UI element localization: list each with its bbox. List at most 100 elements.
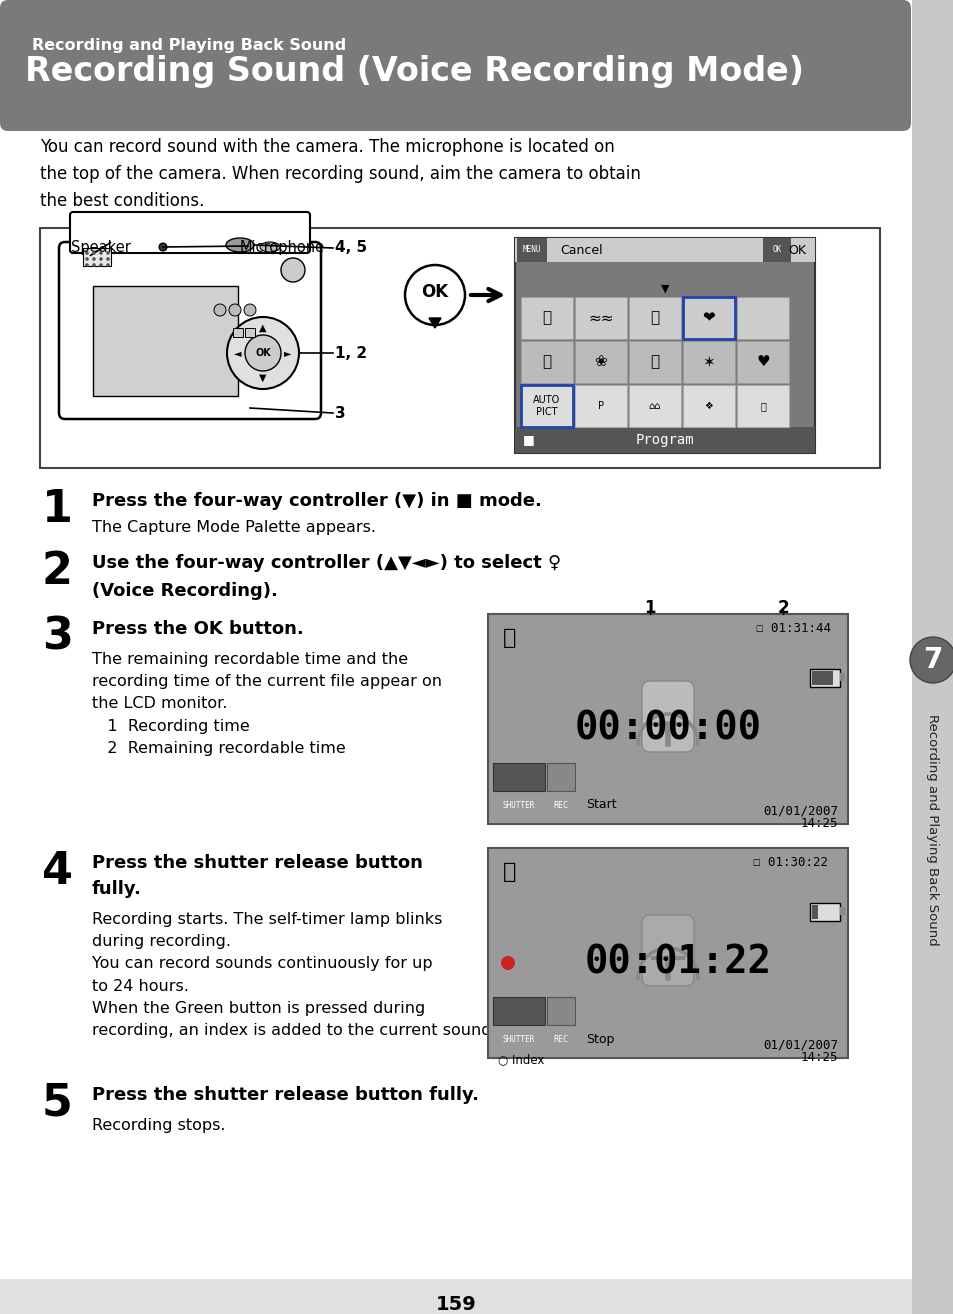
Bar — [682, 297, 734, 339]
Text: 4, 5: 4, 5 — [335, 240, 367, 255]
Circle shape — [213, 304, 226, 315]
Bar — [682, 385, 734, 427]
Bar — [840, 907, 844, 915]
Bar — [83, 248, 111, 265]
Bar — [520, 342, 573, 382]
Text: fully.: fully. — [91, 880, 142, 897]
Polygon shape — [429, 318, 440, 328]
Text: 01/01/2007: 01/01/2007 — [762, 1038, 837, 1051]
Text: Recording and Playing Back Sound: Recording and Playing Back Sound — [925, 714, 939, 946]
Text: The remaining recordable time and the
recording time of the current file appear : The remaining recordable time and the re… — [91, 652, 441, 756]
Text: Use the four-way controller (▲▼◄►) to select ♀: Use the four-way controller (▲▼◄►) to se… — [91, 555, 560, 572]
Text: 14:25: 14:25 — [800, 1051, 837, 1064]
Text: ▲: ▲ — [259, 323, 267, 332]
Text: P: P — [598, 401, 603, 411]
Text: Microphone: Microphone — [240, 240, 325, 255]
Text: OK: OK — [421, 283, 448, 301]
Text: Recording starts. The self-timer lamp blinks
during recording.
You can record so: Recording starts. The self-timer lamp bl… — [91, 912, 526, 1038]
Text: Cancel: Cancel — [559, 243, 602, 256]
Bar — [515, 238, 814, 261]
Text: Speaker: Speaker — [71, 240, 131, 255]
Text: Recording Sound (Voice Recording Mode): Recording Sound (Voice Recording Mode) — [25, 55, 803, 88]
Circle shape — [85, 251, 89, 255]
Text: 👤: 👤 — [542, 310, 551, 326]
Text: MENU: MENU — [522, 246, 540, 255]
Ellipse shape — [260, 242, 280, 252]
Text: 01/01/2007: 01/01/2007 — [762, 804, 837, 817]
Text: ►: ► — [284, 348, 292, 357]
Text: ⛰: ⛰ — [542, 355, 551, 369]
Text: ▼: ▼ — [660, 284, 669, 294]
Text: 00:00:00: 00:00:00 — [574, 710, 760, 748]
Text: ☐ 01:30:22: ☐ 01:30:22 — [752, 855, 827, 869]
Text: 14:25: 14:25 — [800, 817, 837, 830]
Text: 🎤: 🎤 — [760, 401, 765, 411]
Circle shape — [99, 251, 103, 255]
Bar — [840, 673, 844, 681]
Bar — [762, 238, 790, 261]
Bar — [811, 671, 832, 685]
Ellipse shape — [226, 238, 253, 252]
Text: OK: OK — [772, 246, 781, 255]
Text: 1: 1 — [42, 487, 73, 531]
Text: 🎤: 🎤 — [503, 862, 517, 882]
Text: ✶: ✶ — [702, 355, 715, 369]
Circle shape — [99, 263, 103, 267]
Bar — [517, 238, 546, 261]
Text: ⌂⌂: ⌂⌂ — [648, 401, 660, 411]
Text: Recording stops.: Recording stops. — [91, 1118, 225, 1133]
Bar — [628, 385, 680, 427]
Text: Press the shutter release button fully.: Press the shutter release button fully. — [91, 1085, 478, 1104]
Text: Start: Start — [585, 799, 616, 812]
Circle shape — [106, 258, 110, 260]
Bar — [911, 0, 953, 1314]
FancyBboxPatch shape — [0, 0, 910, 131]
Bar — [515, 238, 814, 453]
Circle shape — [244, 304, 255, 315]
Text: Press the four-way controller (▼) in ■ mode.: Press the four-way controller (▼) in ■ m… — [91, 491, 541, 510]
Text: 1: 1 — [643, 599, 655, 618]
Text: ♥: ♥ — [756, 355, 769, 369]
Text: ❖: ❖ — [704, 401, 713, 411]
Text: 🎤: 🎤 — [503, 628, 517, 648]
Bar — [575, 342, 626, 382]
Bar — [245, 328, 254, 336]
Bar — [520, 385, 573, 427]
Text: ☐ 01:31:44: ☐ 01:31:44 — [755, 622, 830, 635]
Text: 4: 4 — [42, 850, 73, 894]
Bar — [811, 905, 817, 918]
FancyBboxPatch shape — [641, 681, 693, 752]
Text: 159: 159 — [436, 1296, 476, 1314]
Text: ○ Index: ○ Index — [497, 1053, 544, 1066]
Bar — [0, 1279, 911, 1314]
Text: Press the shutter release button: Press the shutter release button — [91, 854, 422, 872]
Text: SHUTTER: SHUTTER — [502, 800, 535, 809]
FancyBboxPatch shape — [59, 242, 320, 419]
Circle shape — [92, 263, 95, 267]
Text: AUTO
PICT: AUTO PICT — [533, 396, 560, 417]
Bar — [737, 342, 788, 382]
Text: 1, 2: 1, 2 — [335, 346, 367, 360]
Circle shape — [281, 258, 305, 283]
Text: (Voice Recording).: (Voice Recording). — [91, 582, 277, 600]
Text: 👨: 👨 — [650, 355, 659, 369]
Text: You can record sound with the camera. The microphone is located on
the top of th: You can record sound with the camera. Th… — [40, 138, 640, 210]
Text: SHUTTER: SHUTTER — [502, 1034, 535, 1043]
Bar — [520, 297, 573, 339]
Text: REC: REC — [553, 1034, 568, 1043]
Bar — [628, 297, 680, 339]
Bar — [546, 997, 575, 1025]
Bar — [809, 669, 840, 687]
Text: ▼: ▼ — [259, 373, 267, 382]
Text: 00:01:22: 00:01:22 — [584, 943, 771, 982]
Text: Stop: Stop — [585, 1033, 614, 1046]
Circle shape — [85, 258, 89, 260]
Circle shape — [405, 265, 464, 325]
Text: ◄: ◄ — [234, 348, 241, 357]
Text: 3: 3 — [42, 616, 72, 660]
Bar — [488, 614, 847, 824]
Circle shape — [106, 263, 110, 267]
FancyBboxPatch shape — [641, 915, 693, 986]
Text: REC: REC — [553, 800, 568, 809]
Circle shape — [106, 251, 110, 255]
